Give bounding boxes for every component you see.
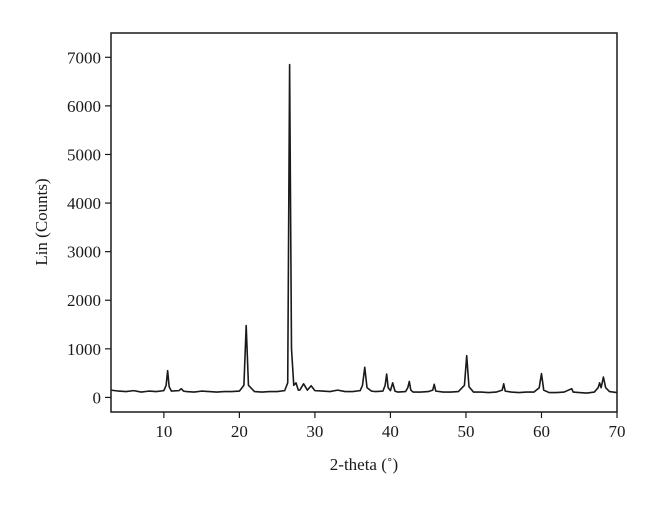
x-tick-label: 70 — [609, 422, 626, 441]
y-tick-label: 0 — [93, 388, 102, 407]
y-tick-label: 6000 — [67, 97, 101, 116]
y-tick-label: 5000 — [67, 145, 101, 164]
y-axis-label: Lin (Counts) — [32, 178, 51, 265]
x-tick-label: 50 — [457, 422, 474, 441]
x-tick-label: 60 — [533, 422, 550, 441]
y-tick-label: 2000 — [67, 291, 101, 310]
x-tick-label: 20 — [231, 422, 248, 441]
pattern-line — [110, 63, 618, 394]
y-tick-label: 3000 — [67, 243, 101, 262]
x-tick-label: 10 — [155, 422, 172, 441]
x-tick-label: 30 — [306, 422, 323, 441]
y-tick-label: 1000 — [67, 340, 101, 359]
y-tick-label: 4000 — [67, 194, 101, 213]
x-axis-label: 2-theta (˚) — [330, 455, 398, 474]
plot-frame — [110, 32, 618, 413]
y-tick-label: 7000 — [67, 48, 101, 67]
x-tick-label: 40 — [382, 422, 399, 441]
